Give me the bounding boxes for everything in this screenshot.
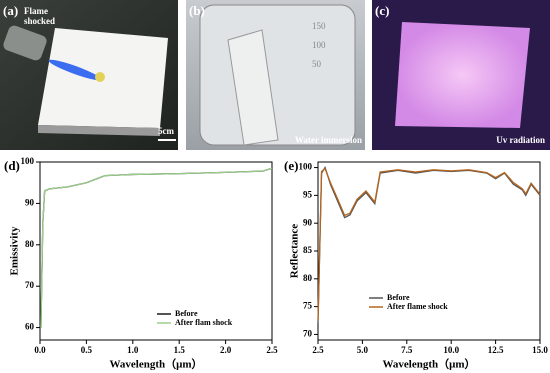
legend-label: After flam shock bbox=[175, 318, 233, 327]
x-tick-label: 7.5 bbox=[401, 345, 413, 355]
y-tick-label: 100 bbox=[299, 162, 313, 172]
panel-label: (d) bbox=[4, 158, 20, 173]
x-tick-label: 12.5 bbox=[488, 345, 504, 355]
panel-label: (b) bbox=[189, 3, 205, 18]
x-tick-label: 1.5 bbox=[174, 345, 186, 355]
beaker-mark: 150 bbox=[312, 21, 326, 31]
legend-label: After flame shock bbox=[387, 302, 448, 311]
y-axis-title: Reflectance bbox=[289, 224, 301, 278]
y-tick-label: 85 bbox=[303, 245, 313, 255]
x-tick-label: 0.5 bbox=[81, 345, 93, 355]
series-line bbox=[40, 167, 273, 328]
plot-frame bbox=[39, 161, 273, 341]
x-tick-label: 2.5 bbox=[312, 345, 324, 355]
x-tick-label: 1.0 bbox=[127, 345, 139, 355]
beaker-mark: 50 bbox=[312, 59, 322, 69]
panel-label: (e) bbox=[284, 158, 298, 173]
y-tick-label: 90 bbox=[303, 217, 313, 227]
y-tick-label: 60 bbox=[25, 322, 35, 332]
x-tick-label: 2.0 bbox=[220, 345, 232, 355]
panel-label: (a) bbox=[3, 3, 18, 18]
x-axis-title: Wavelength（μm） bbox=[382, 358, 475, 371]
caption: Flame shocked bbox=[24, 6, 55, 26]
y-tick-label: 70 bbox=[303, 329, 313, 339]
caption: Water immersion bbox=[295, 135, 362, 145]
panel-label: (c) bbox=[375, 3, 389, 18]
y-tick-label: 100 bbox=[21, 156, 35, 166]
photo-a bbox=[0, 0, 178, 150]
x-axis-title: Wavelength（μm） bbox=[109, 358, 202, 371]
x-tick-label: 5.0 bbox=[357, 345, 369, 355]
y-tick-label: 90 bbox=[25, 197, 35, 207]
x-tick-label: 15.0 bbox=[532, 345, 548, 355]
y-tick-label: 80 bbox=[303, 273, 313, 283]
plot-frame bbox=[317, 161, 541, 341]
photo-b bbox=[186, 0, 365, 150]
photo-c bbox=[372, 0, 550, 150]
beaker-mark: 100 bbox=[312, 40, 326, 50]
y-tick-label: 80 bbox=[25, 239, 35, 249]
y-tick-label: 75 bbox=[303, 301, 313, 311]
y-tick-label: 95 bbox=[303, 189, 313, 199]
series-line bbox=[317, 167, 541, 321]
x-tick-label: 2.5 bbox=[266, 345, 278, 355]
scale-label: 5cm bbox=[158, 126, 174, 136]
x-tick-label: 10.0 bbox=[443, 345, 459, 355]
y-tick-label: 70 bbox=[25, 280, 35, 290]
legend-label: Before bbox=[175, 309, 198, 318]
x-tick-label: 0.0 bbox=[34, 345, 46, 355]
series-line bbox=[40, 167, 273, 328]
y-axis-title: Emissivity bbox=[9, 226, 21, 275]
caption: Uv radiation bbox=[496, 135, 545, 145]
legend-label: Before bbox=[387, 293, 410, 302]
series-line bbox=[317, 166, 541, 324]
